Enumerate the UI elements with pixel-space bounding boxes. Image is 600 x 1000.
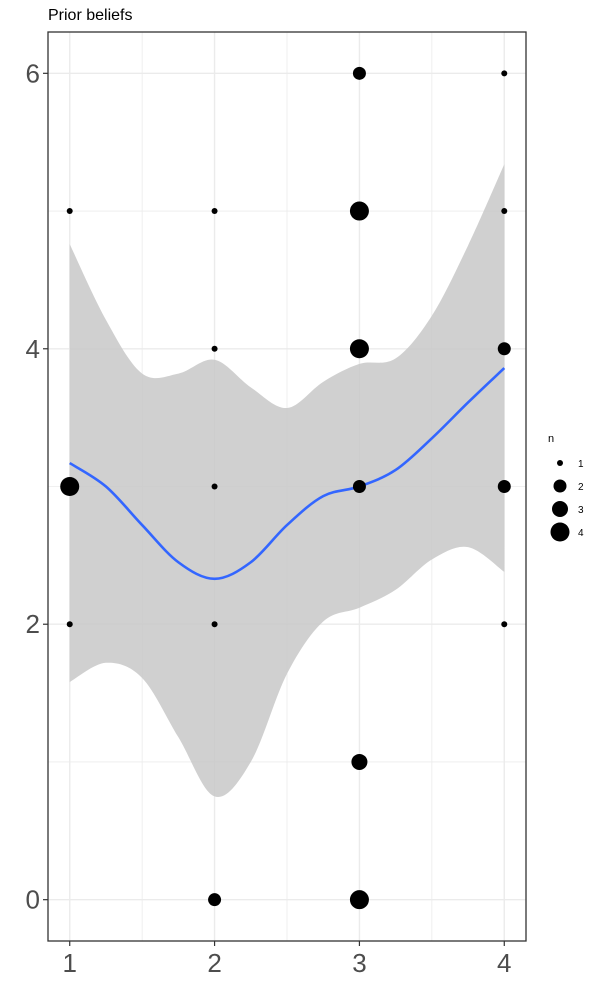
data-point xyxy=(352,480,366,493)
data-point xyxy=(352,66,366,80)
data-point xyxy=(208,893,222,907)
chart-title: Prior beliefs xyxy=(48,7,132,24)
legend-label: 3 xyxy=(578,505,584,516)
legend-key xyxy=(557,460,563,466)
legend-label: 1 xyxy=(578,459,584,470)
legend-label: 2 xyxy=(578,482,584,493)
smooth-line-path xyxy=(69,367,506,581)
data-point xyxy=(501,208,508,215)
data-point xyxy=(66,208,73,215)
data-point xyxy=(60,477,80,496)
legend-title: n xyxy=(548,433,554,445)
data-point xyxy=(349,201,369,221)
points xyxy=(60,66,511,910)
legend: n 1 2 3 4 xyxy=(548,433,584,542)
y-tick-label: 4 xyxy=(26,334,40,364)
y-tick-label: 2 xyxy=(26,609,40,639)
y-tick-label: 0 xyxy=(26,885,40,915)
x-tick-label: 1 xyxy=(62,948,76,978)
x-axis: 1 2 3 4 xyxy=(62,941,512,978)
legend-label: 4 xyxy=(578,528,584,539)
data-point xyxy=(501,621,508,628)
data-point xyxy=(349,890,369,910)
data-point xyxy=(501,70,508,77)
data-point xyxy=(211,621,218,628)
data-point xyxy=(349,339,369,359)
plot-border xyxy=(47,31,527,942)
confidence-band xyxy=(69,164,505,797)
smooth-line xyxy=(69,367,506,581)
y-axis: 0 2 4 6 xyxy=(26,58,48,915)
data-point xyxy=(497,342,511,356)
legend-key xyxy=(550,522,570,542)
data-point xyxy=(497,480,511,493)
legend-key xyxy=(552,501,568,517)
x-tick-label: 3 xyxy=(352,948,366,978)
x-tick-label: 4 xyxy=(497,948,511,978)
legend-key xyxy=(553,479,567,493)
data-point xyxy=(211,345,218,352)
data-point xyxy=(211,208,218,215)
y-tick-label: 6 xyxy=(26,58,40,88)
confidence-band-area xyxy=(69,164,505,797)
x-tick-label: 2 xyxy=(207,948,221,978)
data-point xyxy=(351,753,368,770)
data-point xyxy=(211,483,218,490)
data-point xyxy=(66,621,73,628)
